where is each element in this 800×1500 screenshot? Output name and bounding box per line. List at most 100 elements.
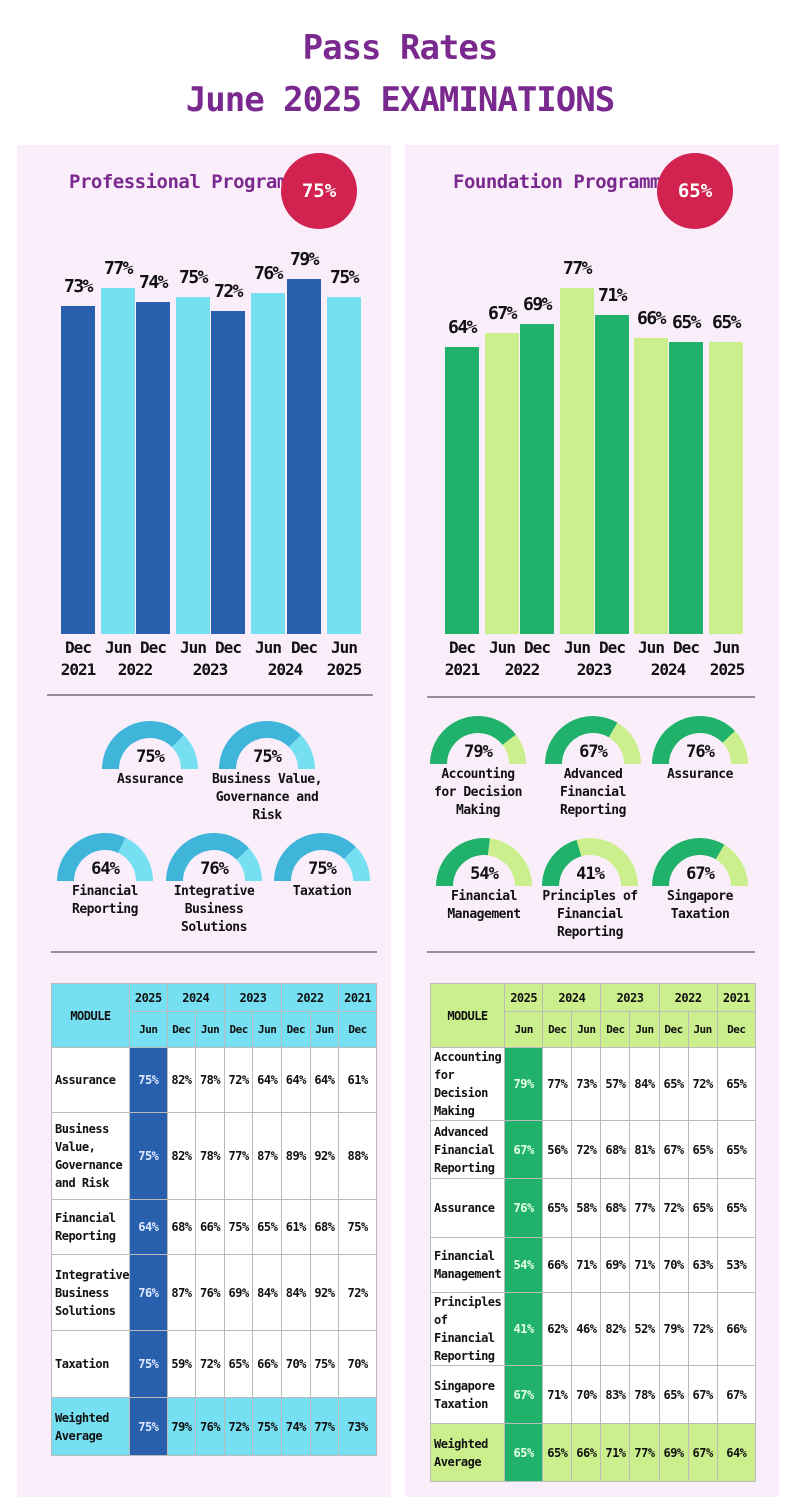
module-name: Taxation (51, 1330, 130, 1398)
gauge-value-foundation-4: 41% (576, 864, 605, 884)
gauge-label-professional-2: Financial Reporting (72, 884, 138, 917)
value-cell: 77% (629, 1423, 660, 1482)
x-session-foundation-4: Dec (599, 638, 626, 657)
session-header: Jun (629, 1011, 660, 1048)
bar-professional-5 (251, 292, 285, 634)
table-row: Business Value, Governance and Risk 75% 82… (51, 1112, 377, 1200)
value-cell: 67% (716, 1365, 757, 1424)
gauge-label-professional-0: Assurance (117, 772, 183, 787)
gauge-value-foundation-3: 54% (470, 864, 499, 884)
x-session-professional-0: Dec (65, 638, 92, 657)
value-cell: 65% (687, 1178, 718, 1238)
value-cell: 70% (338, 1330, 377, 1398)
bar-label-professional-1: 77% (103, 258, 134, 280)
gauge-rest-professional-1 (288, 735, 315, 769)
session-header: Dec (281, 1011, 311, 1048)
gauge-foundation-5 (652, 838, 748, 886)
value-cell: 66% (571, 1423, 602, 1482)
module-name: Singapore Taxation (430, 1365, 505, 1424)
table-row: Financial Management 54% 66% 71% 69% 71% 70% 63… (430, 1237, 757, 1293)
separator (51, 951, 377, 953)
session-header: Dec (223, 1011, 254, 1048)
gauge-label-foundation-2: Assurance (667, 767, 733, 782)
value-cell: 65% (503, 1423, 544, 1482)
gauge-label-foundation-1: Advanced Financial Reporting (560, 767, 626, 818)
session-header: Jun (195, 1011, 225, 1048)
bar-label-professional-2: 74% (138, 271, 169, 293)
value-cell: 75% (128, 1397, 168, 1456)
value-cell: 81% (629, 1120, 660, 1179)
x-session-professional-3: Jun (180, 638, 207, 657)
module-name: Assurance (51, 1047, 130, 1113)
table-header-row: MODULE 2025 2024 2023 2022 2021 (51, 983, 377, 1048)
value-cell: 69% (600, 1237, 631, 1293)
value-cell: 67% (503, 1365, 544, 1424)
page-title-line2: June 2025 EXAMINATIONS (185, 80, 615, 120)
gauge-foundation-3 (436, 838, 532, 886)
module-name: Principles of Financial Reporting (430, 1292, 505, 1366)
value-cell: 68% (166, 1199, 197, 1255)
gauge-value-foundation-2: 76% (686, 742, 715, 762)
gauge-value-professional-2: 64% (91, 859, 120, 879)
x-session-professional-6: Dec (291, 638, 318, 657)
session-header: Jun (128, 1011, 168, 1048)
x-year-foundation-3: 2024 (650, 660, 687, 679)
x-session-professional-5: Jun (255, 638, 282, 657)
gauge-label-professional-1: Business Value, Governance and Risk (212, 772, 322, 823)
session-header: Dec (716, 1011, 757, 1048)
x-session-foundation-7: Jun (713, 638, 740, 657)
value-cell: 46% (571, 1292, 602, 1366)
table-session-row: Jun Dec Jun Dec Jun Dec Jun Dec (52, 1011, 377, 1048)
bar-label-professional-3: 75% (178, 267, 209, 289)
x-year-professional-4: 2025 (326, 660, 363, 679)
gauge-professional-4 (274, 833, 370, 881)
year-header: 2021 (338, 983, 377, 1012)
value-cell: 75% (128, 1330, 168, 1398)
gauge-rest-foundation-1 (608, 722, 641, 764)
value-cell: 84% (281, 1254, 311, 1331)
bar-label-professional-7: 75% (329, 267, 360, 289)
bar-label-professional-4: 72% (213, 280, 244, 302)
value-cell: 67% (687, 1365, 718, 1424)
gauge-fill-foundation-0 (430, 716, 516, 764)
table-session-row: Jun Dec Jun Dec Jun Dec Jun Dec (431, 1011, 757, 1048)
gauge-rest-professional-2 (118, 837, 153, 881)
value-cell: 82% (166, 1047, 197, 1113)
year-header: 2023 (223, 983, 283, 1012)
value-cell: 82% (166, 1112, 197, 1200)
bar-label-foundation-2: 69% (522, 294, 553, 316)
value-cell: 63% (687, 1237, 718, 1293)
bar-label-foundation-5: 66% (636, 307, 667, 329)
gauge-rest-foundation-4 (576, 838, 638, 886)
value-cell: 64% (128, 1199, 168, 1255)
value-cell: 78% (195, 1047, 225, 1113)
gauge-rest-professional-0 (171, 735, 198, 769)
bar-label-foundation-1: 67% (487, 303, 518, 325)
table-row: Assurance 75% 82% 78% 72% 64% 64% 64% 61% (51, 1047, 377, 1113)
value-cell: 69% (658, 1423, 689, 1482)
foundation-overall-badge: 65% (657, 153, 733, 229)
value-cell: 68% (600, 1178, 631, 1238)
module-name: Weighted Average (430, 1423, 505, 1482)
gauge-value-professional-3: 76% (200, 859, 229, 879)
value-cell: 64% (716, 1423, 757, 1482)
value-cell: 70% (281, 1330, 311, 1398)
gauge-rest-foundation-5 (715, 844, 748, 886)
year-header: 2021 (716, 983, 757, 1012)
module-name: Weighted Average (51, 1397, 130, 1456)
value-cell: 65% (658, 1365, 689, 1424)
value-cell: 79% (658, 1292, 689, 1366)
bar-foundation-3 (560, 288, 594, 634)
year-header: 2022 (658, 983, 718, 1012)
value-cell: 65% (252, 1199, 283, 1255)
value-cell: 77% (542, 1047, 573, 1121)
gauge-label-foundation-4: Principles of Financial Reporting (542, 889, 638, 940)
value-cell: 75% (128, 1112, 168, 1200)
x-session-foundation-0: Dec (449, 638, 476, 657)
value-cell: 65% (687, 1120, 718, 1179)
gauge-rest-professional-4 (343, 847, 370, 881)
value-cell: 72% (571, 1120, 602, 1179)
value-cell: 57% (600, 1047, 631, 1121)
table-row: Accounting for Decision Making 79% 77% 73% 5… (430, 1047, 757, 1121)
gauge-rest-foundation-2 (722, 731, 748, 764)
